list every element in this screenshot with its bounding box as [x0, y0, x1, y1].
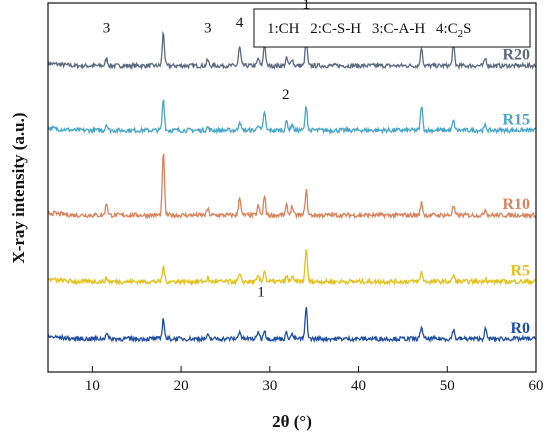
series-line-r0 — [47, 306, 536, 344]
legend-item-c2s: 4:C — [436, 21, 458, 37]
x-axis-title: 2θ (°) — [272, 412, 312, 431]
series-label-r20: R20 — [502, 47, 530, 64]
plot-frame — [47, 2, 537, 373]
x-tick-label: 60 — [529, 378, 544, 394]
series-label-r10: R10 — [502, 196, 530, 213]
series-line-r15 — [47, 98, 536, 135]
series-layer: R20 R15 R10 R5 R0 — [47, 30, 537, 344]
x-tick-label: 20 — [174, 378, 189, 394]
x-tick-label: 40 — [351, 378, 366, 394]
peak-annotation: 2 — [282, 87, 290, 103]
peak-annotation: 3 — [103, 21, 111, 37]
series-label-r15: R15 — [502, 111, 530, 128]
series-label-r0: R0 — [510, 320, 530, 337]
peak-annotation: 4 — [236, 15, 244, 31]
series-line-r5 — [47, 249, 537, 287]
series-line-r20 — [47, 30, 537, 71]
x-ticks: 10 20 30 40 50 60 — [85, 366, 544, 394]
legend-item-c2s-subscript: 2 — [458, 28, 464, 40]
x-tick-label: 50 — [440, 378, 455, 394]
peak-annotation: 3 — [204, 21, 212, 37]
legend-item-csh: 2:C-S-H — [310, 21, 361, 37]
legend-item-c2s-tail: S — [463, 21, 471, 37]
legend-box: 1:CH 2:C-S-H 3:C-A-H 4:C2S — [253, 8, 531, 48]
legend-item-ch: 1:CH — [267, 21, 300, 37]
peak-annotation: 1 — [302, 0, 310, 13]
series-line-r10 — [47, 153, 537, 220]
y-axis-title: X-ray intensity (a.u.) — [9, 112, 28, 263]
legend-item-cah: 3:C-A-H — [372, 21, 425, 37]
x-tick-label: 30 — [262, 378, 277, 394]
svg-text:1:CH 2:C-S-H 3:C-A: 1:CH 2:C-S-H 3:C-A-H 4:C2S — [267, 21, 471, 40]
series-label-r5: R5 — [510, 263, 530, 280]
x-tick-label: 10 — [85, 378, 100, 394]
peak-annotation: 1 — [257, 284, 265, 300]
